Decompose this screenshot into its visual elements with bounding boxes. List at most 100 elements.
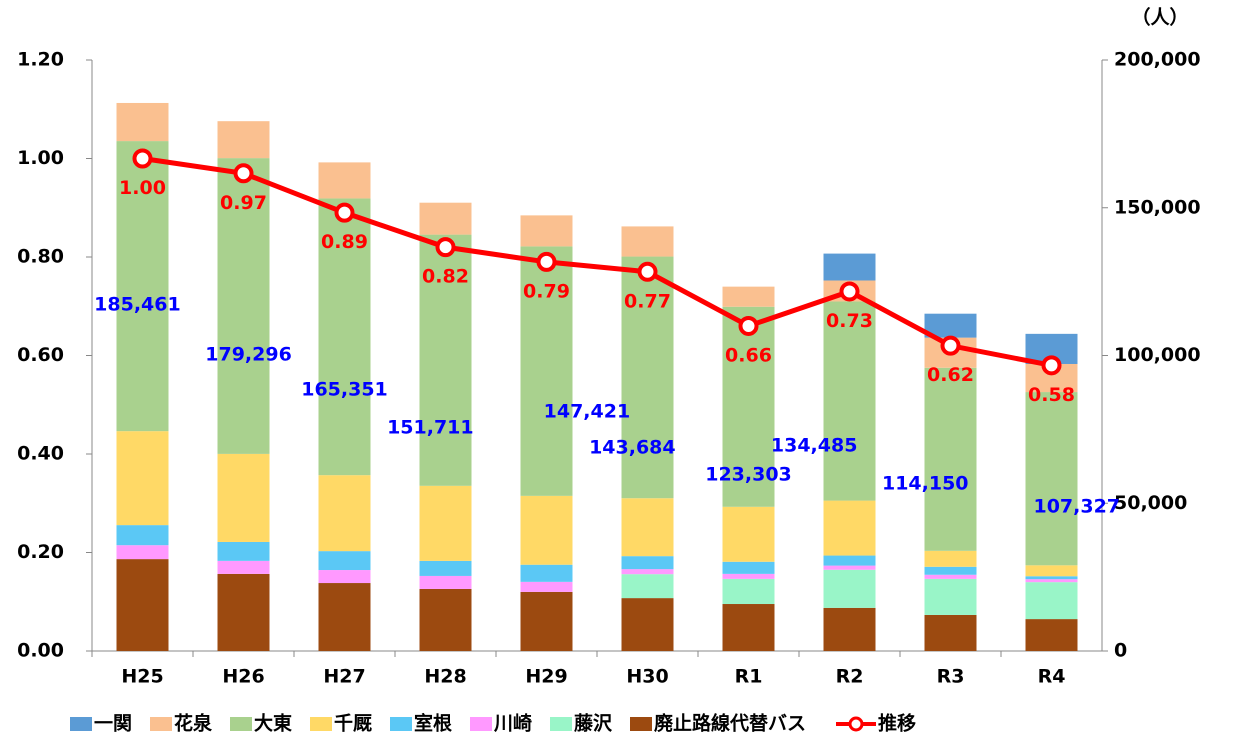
data-label: 0.73 <box>826 310 873 332</box>
total-label: 185,461 <box>94 294 181 316</box>
legend-swatch <box>470 717 492 731</box>
bar-segment <box>924 578 977 615</box>
x-tick-label: H28 <box>424 666 466 688</box>
bar-segment <box>318 583 371 651</box>
bar-segment <box>823 253 876 281</box>
y-tick-label: 1.20 <box>17 49 64 71</box>
bar-segment <box>823 500 876 556</box>
legend-swatch <box>70 717 92 731</box>
bar-segment <box>217 158 270 454</box>
legend-swatch <box>550 717 572 731</box>
bar-segment <box>116 559 169 651</box>
x-tick-label: R2 <box>836 666 864 688</box>
data-label: 1.00 <box>119 177 166 199</box>
bar-segment <box>924 367 977 551</box>
data-label: 0.77 <box>624 290 671 312</box>
bar-segment <box>621 226 674 257</box>
data-label: 0.58 <box>1028 384 1075 406</box>
y-tick-label: 0.80 <box>17 246 64 268</box>
x-tick-label: H25 <box>121 666 163 688</box>
bar-segment <box>621 569 674 575</box>
bar-segment <box>419 575 472 589</box>
bar-segment <box>1025 579 1078 583</box>
bar-segment <box>621 256 674 499</box>
line-marker <box>132 148 153 169</box>
line-marker <box>334 202 355 223</box>
line-series <box>142 156 1052 368</box>
bar-segment <box>217 573 270 651</box>
legend-label: 藤沢 <box>574 712 613 735</box>
y2-tick-label: 200,000 <box>1114 49 1201 71</box>
bar-segment <box>722 578 775 605</box>
bar-segment <box>1025 392 1078 566</box>
data-label: 0.66 <box>725 344 772 366</box>
total-label: 151,711 <box>387 417 474 439</box>
bar-segment <box>419 202 472 235</box>
y-tick-label: 0.00 <box>17 640 64 662</box>
y2-tick-label: 150,000 <box>1114 196 1201 218</box>
legend-label: 花泉 <box>174 712 213 735</box>
bar-segment <box>318 162 371 199</box>
legend-swatch <box>630 717 652 731</box>
x-tick-label: R4 <box>1038 666 1066 688</box>
legend-label: 大東 <box>254 712 292 735</box>
bar-segment <box>520 581 573 592</box>
bar-segment <box>722 506 775 562</box>
line-marker <box>839 281 860 302</box>
bar-segment <box>924 566 977 575</box>
bar-segment <box>924 574 977 579</box>
total-label: 123,303 <box>705 464 792 486</box>
bar-segment <box>318 570 371 584</box>
line-marker <box>435 237 456 258</box>
bar-segment <box>1025 582 1078 620</box>
bar-segment <box>823 301 876 501</box>
legend-label: 千厩 <box>334 713 372 735</box>
bar-segment <box>823 569 876 608</box>
legend-label: 廃止路線代替バス <box>654 712 806 735</box>
legend-swatch <box>310 717 332 731</box>
bar-segment <box>621 556 674 570</box>
data-label: 0.97 <box>220 192 267 214</box>
legend-label: 室根 <box>414 712 452 735</box>
line-marker <box>233 163 254 184</box>
data-label: 0.62 <box>927 364 974 386</box>
total-label: 107,327 <box>1033 496 1120 518</box>
bar-segment <box>520 591 573 651</box>
bar-segment <box>823 555 876 566</box>
bar-segment <box>823 607 876 651</box>
total-label: 134,485 <box>771 435 858 457</box>
bar-segment <box>621 574 674 599</box>
y-tick-label: 0.40 <box>17 443 64 465</box>
total-label: 143,684 <box>589 437 676 459</box>
bar-segment <box>419 485 472 561</box>
x-tick-label: R1 <box>735 666 763 688</box>
bar-segment <box>1025 619 1078 651</box>
bar-segment <box>722 573 775 579</box>
data-label: 0.89 <box>321 231 368 253</box>
bar-segment <box>823 565 876 570</box>
bar-segment <box>924 614 977 651</box>
x-tick-label: H29 <box>525 666 567 688</box>
bar-segment <box>217 121 270 159</box>
x-tick-label: R3 <box>937 666 965 688</box>
bar-segment <box>1025 565 1078 577</box>
bar-segment <box>116 545 169 560</box>
legend-marker <box>848 716 864 732</box>
bar-segment <box>318 198 371 476</box>
x-tick-label: H30 <box>626 666 668 688</box>
bar-segment <box>217 560 270 574</box>
bar-segment <box>722 561 775 574</box>
bar-segment <box>419 560 472 576</box>
legend-label: 川崎 <box>493 712 532 735</box>
y-tick-label: 0.20 <box>17 541 64 563</box>
bar-segment <box>520 215 573 247</box>
total-label: 165,351 <box>301 379 388 401</box>
y2-tick-label: 100,000 <box>1114 344 1201 366</box>
bar-segment <box>621 598 674 651</box>
bar-segment <box>318 551 371 571</box>
bar-segment <box>1025 576 1078 580</box>
data-label: 0.82 <box>422 266 469 288</box>
bar-segment <box>217 541 270 561</box>
bar-segment <box>116 141 169 432</box>
